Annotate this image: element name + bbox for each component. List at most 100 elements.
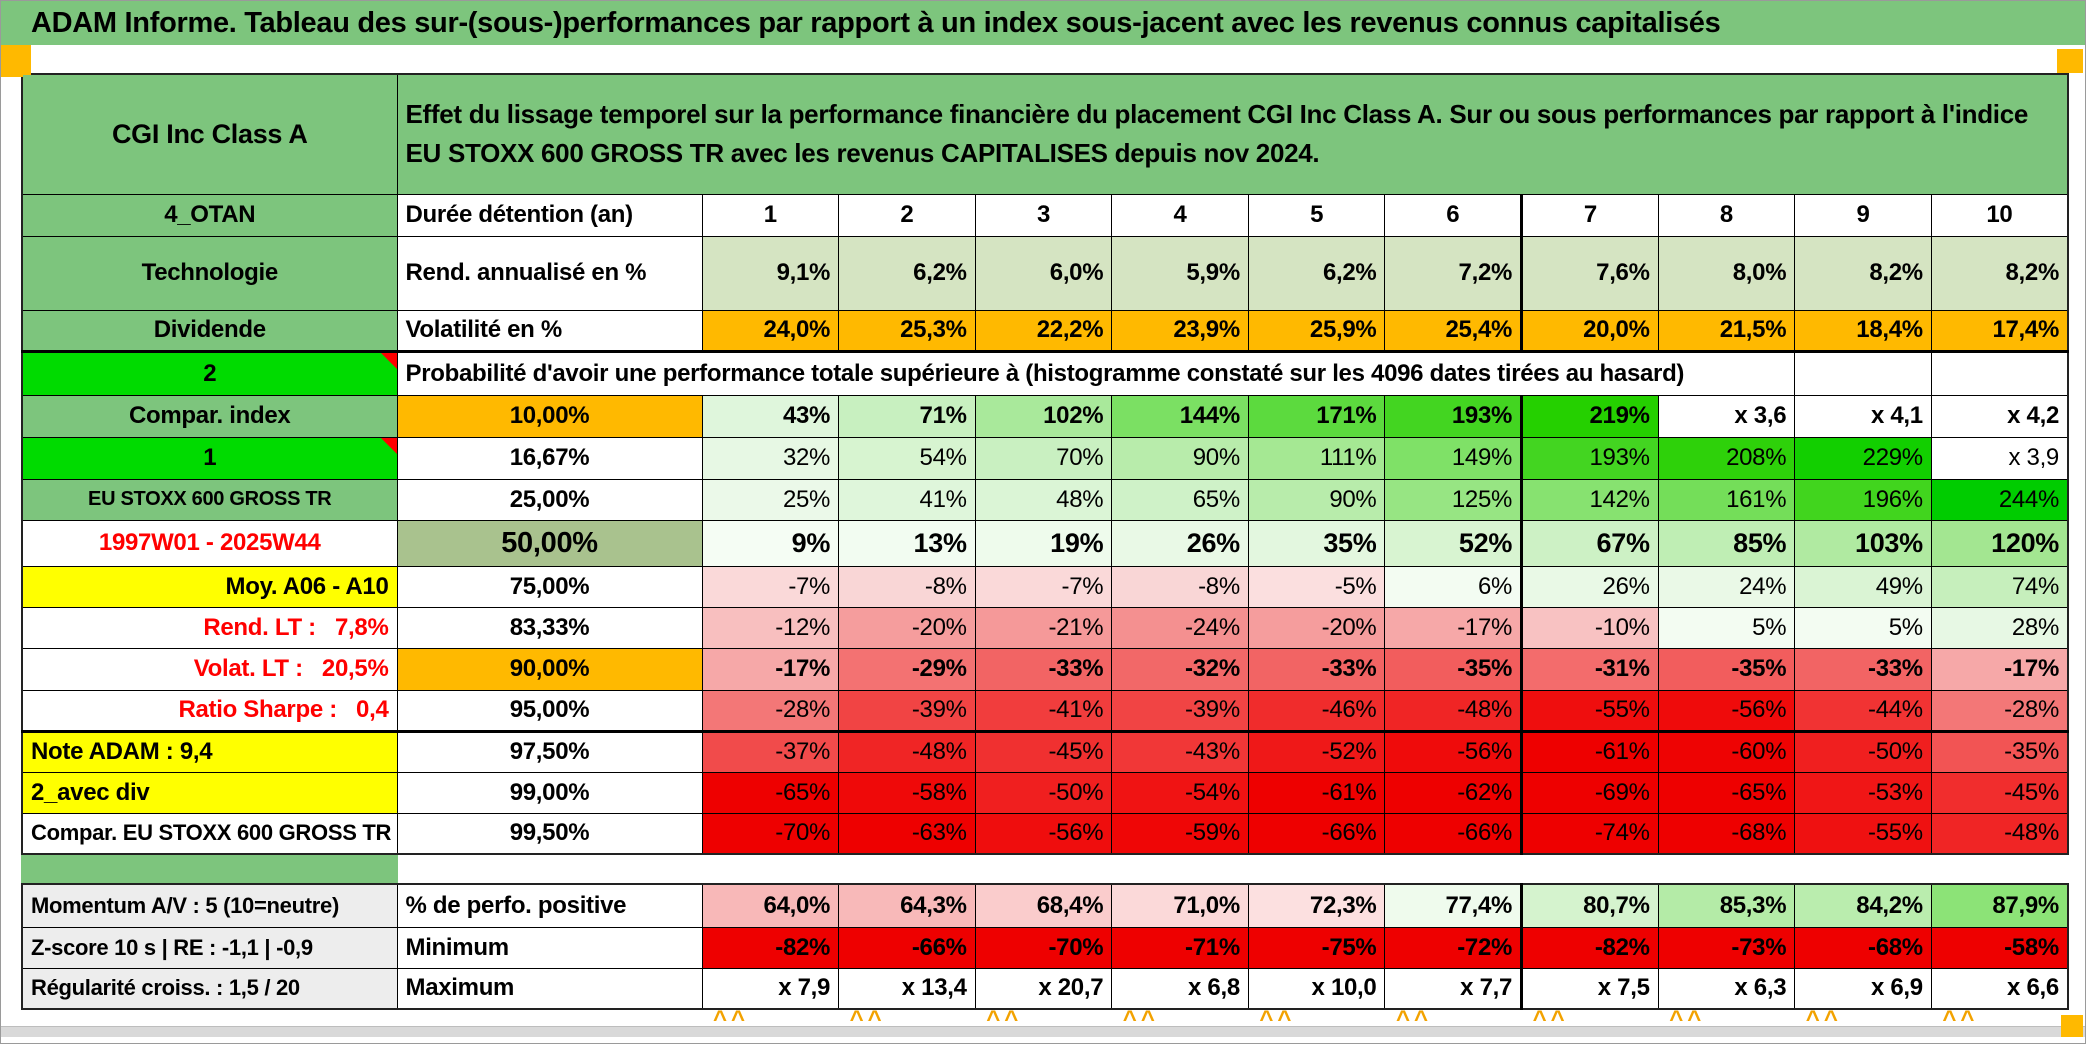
data-cell: -44% [1794,689,1932,732]
data-cell: 17,4% [1930,309,2069,352]
data-cell: 5 [1247,193,1386,237]
data-cell: -28% [1930,689,2069,732]
data-cell: 5% [1657,606,1796,649]
data-cell: 6,2% [838,235,976,311]
data-cell: x 3,6 [1657,394,1796,438]
instrument-name: CGI Inc Class A [21,73,398,195]
data-cell: -31% [1520,647,1659,691]
data-cell: 142% [1520,478,1659,521]
corner-marker-bottom-right-icon [2061,1015,2083,1037]
data-cell: -70% [974,926,1113,969]
data-cell: -55% [1520,689,1659,732]
data-cell: -41% [974,689,1113,732]
data-cell: 35% [1247,519,1386,567]
stats-table: Momentum A/V : 5 (10=neutre)% de perfo. … [21,883,2069,1010]
data-cell: 13% [838,519,976,567]
data-cell: -56% [1657,689,1796,732]
data-cell: -62% [1384,771,1523,814]
cutoff-mark-icon: ^^ [1806,1010,1846,1022]
cutoff-mark-icon: ^^ [1669,1010,1709,1022]
report-description: Effet du lissage temporel sur la perform… [396,73,2069,195]
data-cell: 54% [838,436,976,480]
data-cell: -82% [1520,926,1659,969]
row-sublabel: Durée détention (an) [396,193,703,237]
data-cell: 219% [1520,394,1659,438]
data-cell: -56% [1384,729,1523,773]
bottom-strip [1,1026,2085,1037]
data-cell: 4 [1111,193,1249,237]
data-cell: -59% [1111,812,1249,855]
data-cell: 25,4% [1384,309,1523,352]
data-cell: 196% [1794,478,1932,521]
data-cell: 49% [1794,565,1932,608]
row-sublabel: 95,00% [396,689,703,732]
row-sublabel: % de perfo. positive [396,883,703,928]
data-cell: -8% [838,565,976,608]
data-cell: 8,0% [1657,235,1796,311]
data-cell: 77,4% [1384,883,1523,928]
cutoff-mark-icon: ^^ [1123,1010,1163,1022]
data-cell: x 7,7 [1384,967,1523,1010]
data-cell: 65% [1111,478,1249,521]
data-cell: -35% [1384,647,1523,691]
row-label: 1 [21,436,398,480]
data-cell: 90% [1247,478,1386,521]
data-cell: 80,7% [1520,883,1659,928]
data-cell: -45% [1930,771,2069,814]
data-cell: -21% [974,606,1113,649]
data-cell: x 7,9 [701,967,840,1010]
data-cell: 19% [974,519,1113,567]
row-label: Dividende [21,309,398,352]
data-cell: 84,2% [1794,883,1932,928]
data-cell: 74% [1930,565,2069,608]
data-cell: 244% [1930,478,2069,521]
data-cell: -66% [1247,812,1386,855]
data-cell: -74% [1520,812,1659,855]
row-label: 2 [21,349,398,396]
data-cell [1794,349,1932,396]
data-cell: x 3,9 [1930,436,2069,480]
data-cell: -66% [838,926,976,969]
row-label: Ratio Sharpe : 0,4 [21,689,398,732]
data-cell: 41% [838,478,976,521]
data-cell: 18,4% [1794,309,1932,352]
row-sublabel: 99,00% [396,771,703,814]
data-cell: 87,9% [1930,883,2069,928]
data-cell: -73% [1657,926,1796,969]
spacer-cell [21,855,398,883]
data-cell: -61% [1520,729,1659,773]
row-label: EU STOXX 600 GROSS TR [21,478,398,521]
cutoff-mark-icon: ^^ [1942,1010,1982,1022]
data-cell: 64,0% [701,883,840,928]
row-sublabel: 50,00% [396,519,703,567]
data-cell: 6% [1384,565,1523,608]
data-cell: -65% [1657,771,1796,814]
row-sublabel: 25,00% [396,478,703,521]
row-label: Z-score 10 s | RE : -1,1 | -0,9 [21,926,398,969]
data-cell: 102% [974,394,1113,438]
data-cell: 71,0% [1111,883,1249,928]
data-cell: -28% [701,689,840,732]
data-cell: 193% [1384,394,1523,438]
page-title: ADAM Informe. Tableau des sur-(sous-)per… [1,1,2085,45]
data-cell: 24% [1657,565,1796,608]
data-cell: 25,9% [1247,309,1386,352]
row-label: Moy. A06 - A10 [21,565,398,608]
data-cell: 28% [1930,606,2069,649]
row-sublabel: 99,50% [396,812,703,855]
cutoff-mark-icon: ^^ [1396,1010,1436,1022]
data-cell: x 6,9 [1794,967,1932,1010]
row-sublabel: Minimum [396,926,703,969]
data-cell [1930,349,2069,396]
data-cell: -56% [974,812,1113,855]
data-cell: 3 [974,193,1113,237]
data-cell: -39% [838,689,976,732]
data-cell: -82% [701,926,840,969]
data-cell: 1 [701,193,840,237]
data-cell: -65% [701,771,840,814]
data-cell: -33% [974,647,1113,691]
data-cell: 120% [1930,519,2069,567]
data-cell: 64,3% [838,883,976,928]
cutoff-mark-icon: ^^ [713,1010,753,1022]
